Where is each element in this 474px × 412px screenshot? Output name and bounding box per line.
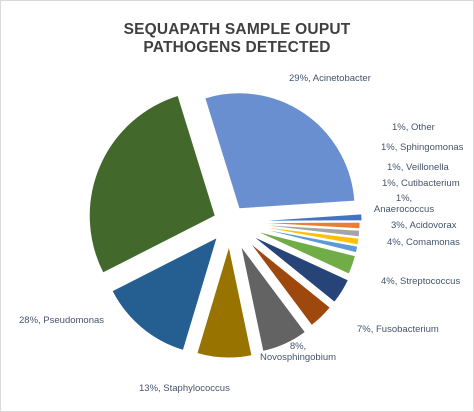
data-label-acidovorax: 3%, Acidovorax [391,220,457,231]
chart-title-line-2: PATHOGENS DETECTED [143,39,331,56]
data-label-fusobacterium: 7%, Fusobacterium [357,324,439,335]
data-label-streptococcus: 4%, Streptococcus [381,276,460,287]
data-label-cutibacterium: 1%, Cutibacterium [382,178,460,189]
chart-title-line-1: SEQUAPATH SAMPLE OUPUT [123,21,351,38]
pie-slice-anaerococcus [253,226,359,254]
data-label-other: 1%, Other [392,122,435,133]
pie-slice-fusobacterium [240,245,307,352]
data-label-veillonella: 1%, Veillonella [387,162,450,173]
data-label-pseudomonas: 28%, Pseudomonas [19,315,104,326]
pie-slice-pseudomonas [88,94,216,274]
pie-slice-sphingomonas [251,221,361,230]
data-label-comamonas: 4%, Comamonas [387,237,460,248]
pie-slice-veillonella [251,223,361,238]
pie-slice-streptococcus [248,241,332,327]
pie-slice-novosphingobium [196,245,253,359]
pie-slice-acidovorax [254,230,357,275]
pie-slice-acinetobacter [204,92,356,210]
data-label-novosphingobium: 8%, Novosphingobium [260,341,336,363]
pie-slice-staphylococcus [111,236,219,352]
pie-slice-other [251,213,363,222]
data-label-anaerococcus: 1%, Anaerococcus [374,193,434,215]
pie-slice-comamonas [251,235,350,304]
pie-slice-cutibacterium [251,224,360,246]
data-label-sphingomonas: 1%, Sphingomonas [381,142,464,153]
data-label-staphylococcus: 13%, Staphylococcus [139,383,230,394]
data-label-acinetobacter: 29%, Acinetobacter [289,73,371,84]
